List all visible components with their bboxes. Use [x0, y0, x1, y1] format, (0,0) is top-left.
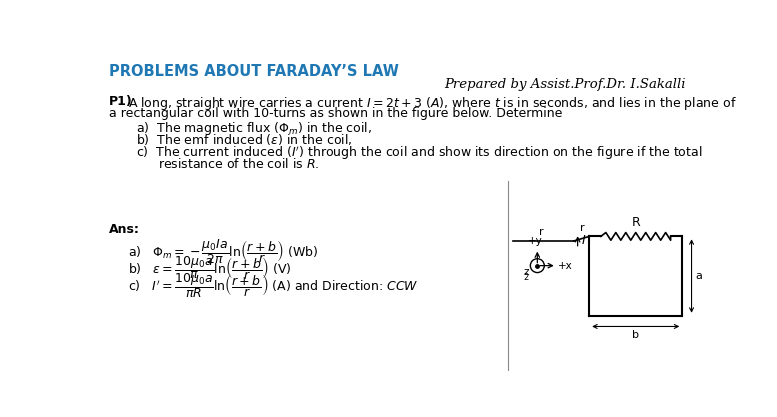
- Text: a: a: [695, 271, 702, 281]
- Text: a rectangular coil with 10-turns as shown in the figure below. Determine: a rectangular coil with 10-turns as show…: [109, 107, 562, 120]
- Text: c)   $I' = \dfrac{10\mu_0 a}{\pi R}\ln\!\left(\dfrac{r+b}{r}\right)$ (A) and Dir: c) $I' = \dfrac{10\mu_0 a}{\pi R}\ln\!\l…: [128, 271, 419, 300]
- Text: r: r: [539, 227, 544, 237]
- Text: a)   $\Phi_m = -\dfrac{\mu_0 I a}{2\pi}\ln\!\left(\dfrac{r+b}{r}\right)$ (Wb): a) $\Phi_m = -\dfrac{\mu_0 I a}{2\pi}\ln…: [128, 237, 319, 266]
- Text: Prepared by Assist.Prof.Dr. I.Sakalli: Prepared by Assist.Prof.Dr. I.Sakalli: [444, 78, 686, 91]
- Text: A long, straight wire carries a current $I = 2t + 3$ $(A)$, where $t$ is in seco: A long, straight wire carries a current …: [128, 95, 737, 112]
- Text: c)  The current induced $(I')$ through the coil and show its direction on the fi: c) The current induced $(I')$ through th…: [136, 145, 702, 162]
- Text: r: r: [580, 223, 584, 233]
- Text: b)   $\varepsilon = \dfrac{10\mu_0 a}{\pi}\ln\!\left(\dfrac{r+b}{r}\right)$ (V): b) $\varepsilon = \dfrac{10\mu_0 a}{\pi}…: [128, 254, 291, 282]
- Text: b)  The emf induced $(\varepsilon)$ in the coil,: b) The emf induced $(\varepsilon)$ in th…: [136, 133, 353, 148]
- Text: PROBLEMS ABOUT FARADAY’S LAW: PROBLEMS ABOUT FARADAY’S LAW: [109, 64, 399, 79]
- Text: a)  The magnetic flux $(\Phi_m)$ in the coil,: a) The magnetic flux $(\Phi_m)$ in the c…: [136, 120, 372, 137]
- Text: $I$: $I$: [580, 234, 586, 248]
- Text: z: z: [524, 267, 529, 277]
- Text: Ans:: Ans:: [109, 223, 140, 236]
- Text: R: R: [632, 216, 640, 229]
- Text: resistance of the coil is $R$.: resistance of the coil is $R$.: [158, 157, 319, 171]
- Text: +y: +y: [528, 236, 543, 246]
- Text: 2: 2: [524, 273, 529, 282]
- Text: +x: +x: [558, 261, 573, 271]
- Text: P1): P1): [109, 95, 133, 108]
- Text: b: b: [632, 330, 639, 340]
